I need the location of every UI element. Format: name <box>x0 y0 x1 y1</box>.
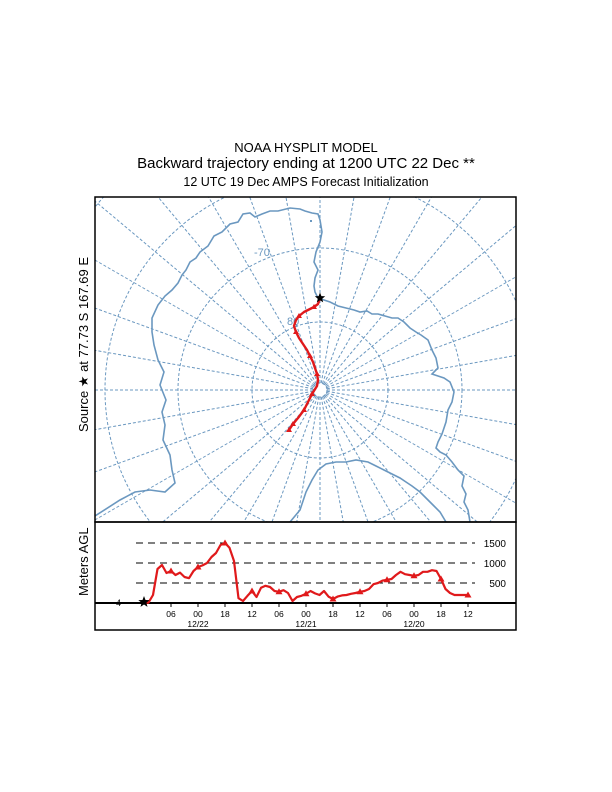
meridian-line <box>326 318 516 389</box>
meridian-line <box>325 394 479 522</box>
trajectory-marker <box>301 407 307 412</box>
meridian-line <box>323 197 433 385</box>
x-tick-label: 18 <box>328 609 338 619</box>
y-grid-label: 1000 <box>484 559 507 570</box>
meridian-line <box>271 396 319 522</box>
height-marker <box>383 576 391 583</box>
y-grid-label: 500 <box>489 579 506 590</box>
x-tick-label: 06 <box>166 609 176 619</box>
meridian-line <box>95 393 315 521</box>
height-profile-panel: 500 1000 1500 4 06 00 18 12 06 00 18 12 06 00 18 12 12… <box>94 521 517 631</box>
meridian-line <box>161 394 315 522</box>
trajectory-marker <box>290 421 296 426</box>
x-tick-label: 12 <box>463 609 473 619</box>
meridian-line <box>323 395 397 522</box>
coastline-ross-ice <box>289 459 447 522</box>
meridian-line <box>95 200 315 386</box>
island-dot <box>310 220 312 222</box>
height-marker <box>410 572 418 579</box>
meridian-line <box>326 354 516 390</box>
x-tick-label: 18 <box>436 609 446 619</box>
trajectory-path <box>286 292 326 432</box>
x-tick-label: 06 <box>274 609 284 619</box>
coastline-east <box>95 207 471 522</box>
source-star-icon <box>314 292 326 303</box>
x-date-label: 12/22 <box>187 619 209 629</box>
trajectory-marker <box>286 427 292 432</box>
meridian-line <box>95 349 314 390</box>
trajectory-marker <box>311 304 317 309</box>
height-marker <box>356 588 364 595</box>
height-gridlines: 500 1000 1500 <box>136 539 506 590</box>
meridian-line <box>320 396 344 522</box>
x-axis-ticks: 06 00 18 12 06 00 18 12 06 00 18 12 12/22 12/21 12/20 <box>166 603 473 629</box>
antarctic-coastline <box>95 207 471 522</box>
meridian-line <box>324 395 432 522</box>
trajectory-marker <box>293 329 299 334</box>
x-tick-label: 00 <box>409 609 419 619</box>
latitude-label-70: -70 <box>254 247 270 259</box>
meridian-line <box>321 197 391 384</box>
meridian-line <box>95 390 314 431</box>
height-marker <box>329 595 337 602</box>
height-marker <box>302 590 310 597</box>
trajectory-marker <box>307 353 313 358</box>
height-marker <box>194 563 202 570</box>
height-marker <box>275 588 283 595</box>
meridian-line <box>243 395 317 522</box>
x-date-label: 12/21 <box>295 619 317 629</box>
meridian-line <box>324 197 483 385</box>
meridian-line <box>95 259 315 387</box>
x-tick-label: 06 <box>382 609 392 619</box>
trajectory-line <box>288 297 322 431</box>
chart-title-model: NOAA HYSPLIT MODEL <box>234 140 378 155</box>
meridian-line <box>208 395 316 522</box>
meridian-line <box>326 390 516 426</box>
meridian-line <box>325 393 516 504</box>
trajectory-marker <box>309 391 315 396</box>
meridian-line <box>95 307 314 389</box>
height-marker <box>221 539 229 546</box>
chart-title-trajectory: Backward trajectory ending at 1200 UTC 2… <box>137 155 475 172</box>
x-tick-label: 12 <box>247 609 257 619</box>
meridian-line <box>157 197 316 385</box>
x-date-label: 12/20 <box>403 619 425 629</box>
trajectory-marker <box>296 313 302 318</box>
height-marker <box>464 591 472 598</box>
y-grid-label: 1500 <box>484 539 507 550</box>
profile-frame <box>94 521 517 631</box>
meridian-line <box>207 197 317 385</box>
chart-title-initialization: 12 UTC 19 Dec AMPS Forecast Initializati… <box>183 175 429 189</box>
source-star-icon <box>138 596 150 607</box>
x-tick-label: 00 <box>193 609 203 619</box>
x-tick-label: 18 <box>220 609 230 619</box>
height-marker <box>437 575 445 582</box>
height-series <box>138 539 472 607</box>
x-tick-label: 00 <box>301 609 311 619</box>
meridian-line <box>321 396 369 522</box>
x-tick-label: 12 <box>355 609 365 619</box>
meridian-line <box>325 224 516 386</box>
meridian-line <box>95 391 314 473</box>
height-marker <box>167 567 175 574</box>
meridian-line <box>325 276 516 387</box>
height-marker <box>248 587 256 594</box>
source-height-label: 4 <box>116 598 121 608</box>
trajectory-marker <box>314 371 320 376</box>
